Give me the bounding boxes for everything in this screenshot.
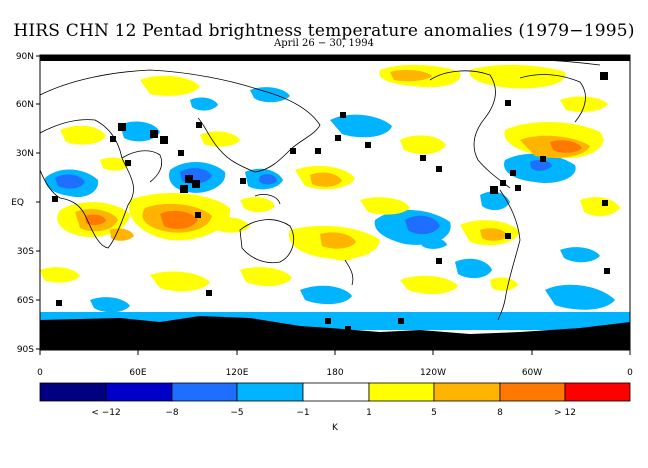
anomaly-field — [40, 55, 630, 350]
anomaly-darkorange-regions — [85, 140, 582, 229]
lat-tick-30n: 30N — [16, 149, 34, 159]
missing-data-north-polar — [40, 55, 630, 61]
colorbar-label-5: 1 — [366, 408, 372, 418]
colorbar-swatch-5 — [302, 382, 370, 402]
colorbar-swatch-6 — [368, 382, 435, 402]
latitude-axis: 90N 60N 30N EQ 30S 60S 90S — [11, 52, 40, 355]
lon-tick-0: 0 — [37, 368, 43, 378]
lon-tick-120w: 120W — [420, 368, 446, 378]
colorbar-swatch-1 — [39, 382, 107, 402]
colorbar-swatch-4 — [236, 382, 304, 402]
map-title: HIRS CHN 12 Pentad brightness temperatur… — [13, 21, 635, 41]
lon-tick-60w: 60W — [522, 368, 542, 378]
colorbar-swatch-3 — [171, 382, 238, 402]
colorbar-swatch-7 — [433, 382, 501, 402]
colorbar-label-8: > 12 — [554, 408, 576, 418]
colorbar-label-2: −8 — [165, 408, 179, 418]
lat-tick-90n: 90N — [16, 52, 34, 62]
colorbar-unit: K — [332, 423, 339, 433]
lon-tick-60e: 60E — [129, 368, 146, 378]
colorbar-swatch-2 — [105, 382, 173, 402]
map-subtitle: April 26 − 30, 1994 — [274, 38, 374, 49]
colorbar-swatch-9 — [564, 382, 631, 402]
colorbar-label-6: 5 — [431, 408, 437, 418]
longitude-axis: 0 60E 120E 180 120W 60W 0 — [37, 350, 633, 378]
anomaly-blue-regions — [55, 159, 552, 235]
colorbar: < −12 −8 −5 −1 1 5 8 > 12 K — [39, 382, 631, 433]
colorbar-label-1: < −12 — [91, 408, 120, 418]
colorbar-label-3: −5 — [230, 408, 243, 418]
lon-tick-120e: 120E — [226, 368, 249, 378]
lat-tick-eq: EQ — [11, 198, 24, 208]
coastlines — [40, 58, 601, 321]
colorbar-label-4: −1 — [296, 408, 309, 418]
lat-tick-30s: 30S — [17, 247, 34, 257]
colorbar-label-7: 8 — [497, 408, 503, 418]
colorbar-swatch-8 — [499, 382, 566, 402]
lon-tick-180: 180 — [326, 368, 343, 378]
lon-tick-0-east: 0 — [627, 368, 633, 378]
missing-data-blocks — [52, 72, 610, 332]
lat-tick-60n: 60N — [16, 100, 34, 110]
lat-tick-60s: 60S — [17, 296, 34, 306]
lat-tick-90s: 90S — [17, 345, 34, 355]
missing-data-south-polar — [40, 316, 630, 350]
